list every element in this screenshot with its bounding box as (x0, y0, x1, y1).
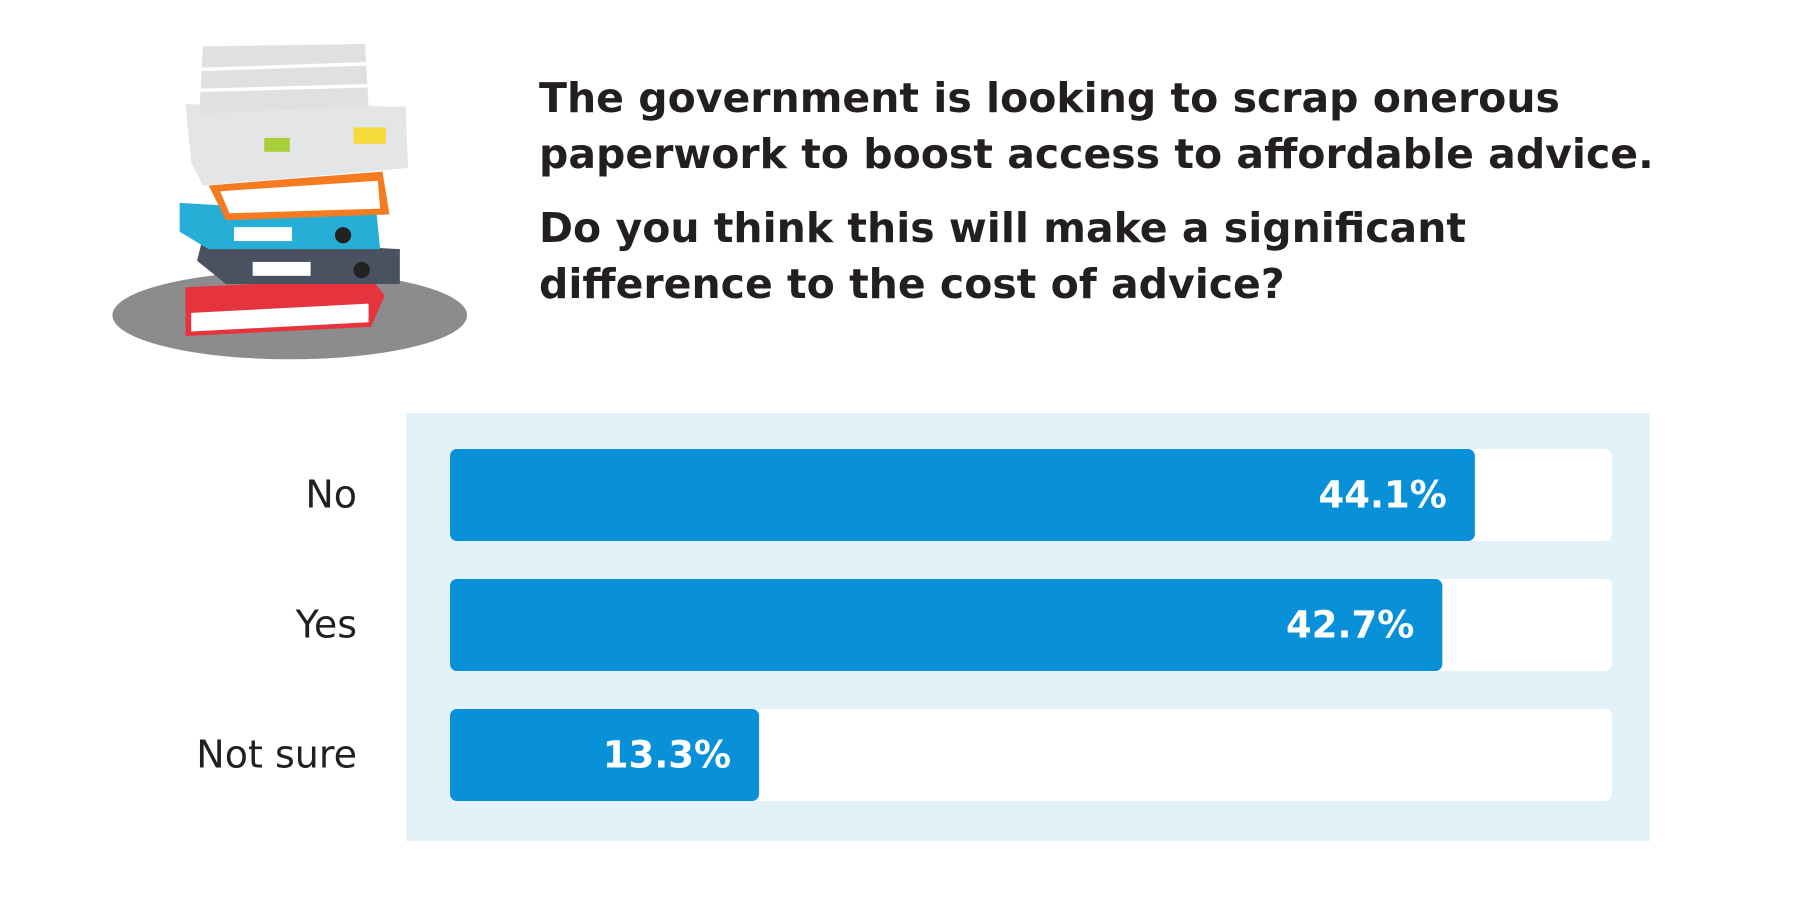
data-label: 42.7% (1286, 604, 1414, 647)
category-label: Not sure (196, 733, 357, 777)
chart-title: The government is looking to scrap onero… (539, 74, 1654, 178)
category-label: No (305, 473, 357, 517)
data-label: 44.1% (1319, 474, 1447, 517)
category-label: Yes (295, 603, 357, 647)
bar (450, 449, 1475, 541)
chart-subtitle: Do you think this will make a significan… (539, 204, 1467, 308)
bar (450, 579, 1443, 671)
data-label: 13.3% (603, 734, 731, 777)
bar (450, 709, 760, 801)
